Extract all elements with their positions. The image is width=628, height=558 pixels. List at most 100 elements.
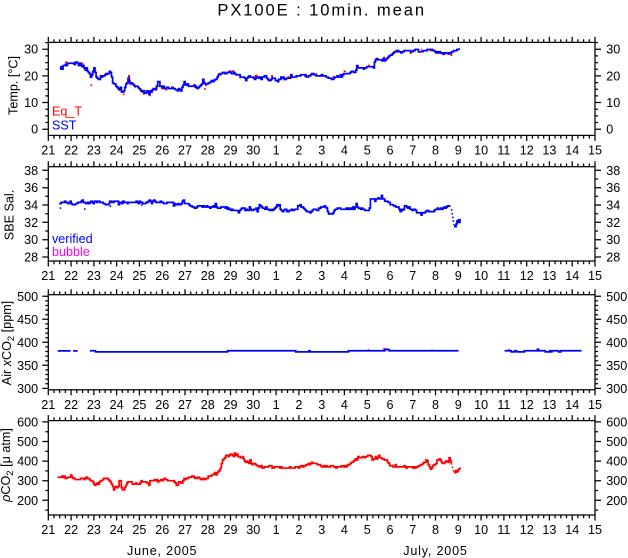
svg-text:500: 500	[606, 290, 627, 304]
svg-text:bubble: bubble	[52, 245, 90, 259]
svg-text:600: 600	[606, 415, 627, 429]
svg-text:June, 2005: June, 2005	[127, 544, 197, 558]
svg-text:4: 4	[341, 144, 348, 158]
svg-text:30: 30	[246, 269, 260, 283]
svg-text:21: 21	[41, 269, 55, 283]
svg-text:400: 400	[17, 455, 38, 469]
svg-text:29: 29	[223, 144, 237, 158]
svg-text:25: 25	[132, 523, 146, 537]
svg-text:9: 9	[455, 144, 462, 158]
svg-text:25: 25	[132, 398, 146, 412]
svg-text:26: 26	[155, 398, 169, 412]
svg-text:450: 450	[17, 313, 38, 327]
svg-text:30: 30	[246, 523, 260, 537]
svg-text:32: 32	[24, 216, 38, 230]
svg-text:9: 9	[455, 398, 462, 412]
svg-text:26: 26	[155, 269, 169, 283]
svg-text:4: 4	[341, 269, 348, 283]
svg-text:300: 300	[606, 474, 627, 488]
svg-text:6: 6	[386, 144, 393, 158]
svg-text:SBE Sal.: SBE Sal.	[3, 190, 17, 240]
svg-text:5: 5	[364, 144, 371, 158]
svg-text:500: 500	[606, 435, 627, 449]
svg-text:1: 1	[273, 398, 280, 412]
svg-text:verified: verified	[52, 232, 93, 246]
svg-text:30: 30	[606, 43, 620, 57]
svg-text:30: 30	[24, 43, 38, 57]
svg-text:23: 23	[87, 144, 101, 158]
svg-text:600: 600	[17, 415, 38, 429]
svg-text:2: 2	[295, 269, 302, 283]
svg-text:29: 29	[223, 269, 237, 283]
svg-text:12: 12	[520, 398, 534, 412]
svg-text:11: 11	[497, 144, 510, 158]
svg-text:28: 28	[201, 269, 215, 283]
svg-text:36: 36	[24, 181, 38, 195]
svg-text:3: 3	[318, 523, 325, 537]
svg-text:27: 27	[178, 398, 192, 412]
svg-text:5: 5	[364, 269, 371, 283]
svg-text:21: 21	[41, 144, 55, 158]
svg-text:22: 22	[64, 398, 78, 412]
svg-text:10: 10	[474, 523, 488, 537]
svg-text:24: 24	[110, 398, 124, 412]
svg-text:14: 14	[565, 269, 579, 283]
svg-text:27: 27	[178, 269, 192, 283]
svg-text:350: 350	[606, 359, 627, 373]
svg-text:29: 29	[223, 398, 237, 412]
svg-text:8: 8	[432, 144, 439, 158]
svg-text:6: 6	[386, 269, 393, 283]
svg-text:Air xCO2 [ppm]: Air xCO2 [ppm]	[0, 301, 17, 385]
svg-text:23: 23	[87, 269, 101, 283]
svg-text:350: 350	[17, 359, 38, 373]
svg-text:6: 6	[386, 398, 393, 412]
svg-text:400: 400	[606, 455, 627, 469]
svg-text:14: 14	[565, 523, 579, 537]
svg-text:7: 7	[409, 398, 416, 412]
svg-text:1: 1	[273, 523, 280, 537]
svg-text:9: 9	[455, 269, 462, 283]
svg-text:30: 30	[246, 144, 260, 158]
svg-text:34: 34	[606, 199, 620, 213]
svg-text:26: 26	[155, 523, 169, 537]
svg-text:30: 30	[606, 233, 620, 247]
svg-text:10: 10	[606, 96, 620, 110]
svg-text:27: 27	[178, 523, 192, 537]
svg-text:15: 15	[588, 144, 602, 158]
svg-text:29: 29	[223, 523, 237, 537]
svg-text:450: 450	[606, 313, 627, 327]
svg-text:28: 28	[201, 523, 215, 537]
svg-text:200: 200	[17, 494, 38, 508]
svg-text:2: 2	[295, 523, 302, 537]
svg-text:10: 10	[474, 144, 488, 158]
svg-text:8: 8	[432, 398, 439, 412]
svg-text:300: 300	[17, 474, 38, 488]
svg-text:11: 11	[497, 523, 510, 537]
svg-text:30: 30	[24, 233, 38, 247]
svg-text:7: 7	[409, 144, 416, 158]
svg-text:30: 30	[246, 398, 260, 412]
svg-text:7: 7	[409, 523, 416, 537]
svg-text:34: 34	[24, 199, 38, 213]
svg-text:25: 25	[132, 269, 146, 283]
svg-text:22: 22	[64, 523, 78, 537]
svg-text:28: 28	[606, 251, 620, 265]
svg-text:6: 6	[386, 523, 393, 537]
svg-text:2: 2	[295, 144, 302, 158]
svg-text:ρCO2 [μ atm]: ρCO2 [μ atm]	[0, 428, 16, 503]
svg-text:10: 10	[474, 269, 488, 283]
svg-text:300: 300	[606, 382, 627, 396]
svg-text:13: 13	[542, 144, 556, 158]
svg-text:15: 15	[588, 398, 602, 412]
svg-text:500: 500	[17, 290, 38, 304]
svg-text:10: 10	[24, 96, 38, 110]
svg-text:11: 11	[497, 269, 510, 283]
svg-text:13: 13	[542, 398, 556, 412]
svg-text:15: 15	[588, 523, 602, 537]
svg-text:23: 23	[87, 398, 101, 412]
svg-text:32: 32	[606, 216, 620, 230]
svg-text:38: 38	[606, 164, 620, 178]
svg-text:Eq_T: Eq_T	[52, 104, 82, 118]
svg-text:12: 12	[520, 269, 534, 283]
svg-text:14: 14	[565, 144, 579, 158]
